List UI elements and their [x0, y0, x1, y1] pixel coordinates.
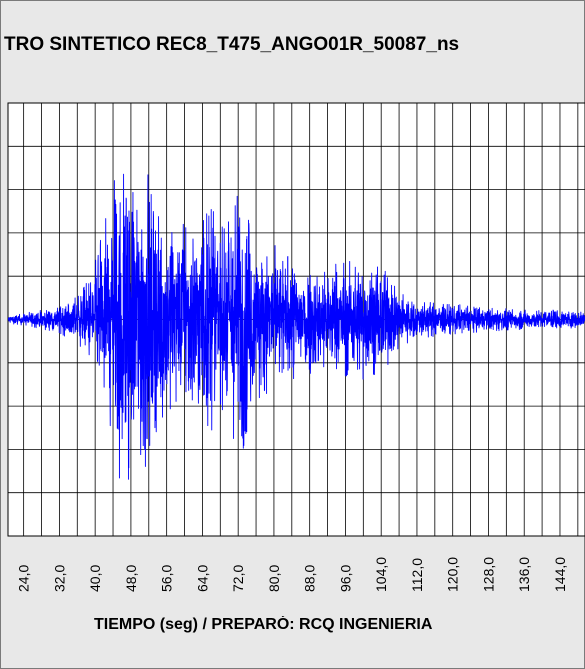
chart-title: TRO SINTETICO REC8_T475_ANGO01R_50087_ns	[4, 34, 460, 55]
x-tick-label: 32,0	[51, 565, 67, 592]
x-tick-label: 112,0	[409, 558, 425, 592]
x-tick-label: 48,0	[123, 565, 139, 592]
acceleration-trace	[8, 173, 585, 480]
x-tick-labels: 24,0 32,0 40,0 48,0 56,0 64,0 72,0 80,0 88,0 96,0…	[16, 557, 568, 592]
x-tick-label: 40,0	[87, 565, 103, 592]
x-tick-label: 136,0	[516, 557, 532, 592]
x-tick-label: 128,0	[480, 557, 496, 592]
x-tick-label: 56,0	[159, 565, 175, 592]
x-tick-label: 64,0	[194, 565, 210, 592]
x-tick-label: 72,0	[230, 565, 246, 592]
x-tick-label: 88,0	[302, 565, 318, 592]
x-tick-label: 96,0	[337, 565, 353, 592]
x-tick-label: 144,0	[552, 557, 568, 592]
x-tick-label: 80,0	[266, 565, 282, 592]
x-tick-label: 120,0	[445, 557, 461, 592]
x-tick-label: 104,0	[373, 557, 389, 592]
x-axis-label: TIEMPO (seg) / PREPARÓ: RCQ INGENIERIA	[94, 616, 433, 633]
x-tick-label: 24,0	[16, 565, 32, 592]
